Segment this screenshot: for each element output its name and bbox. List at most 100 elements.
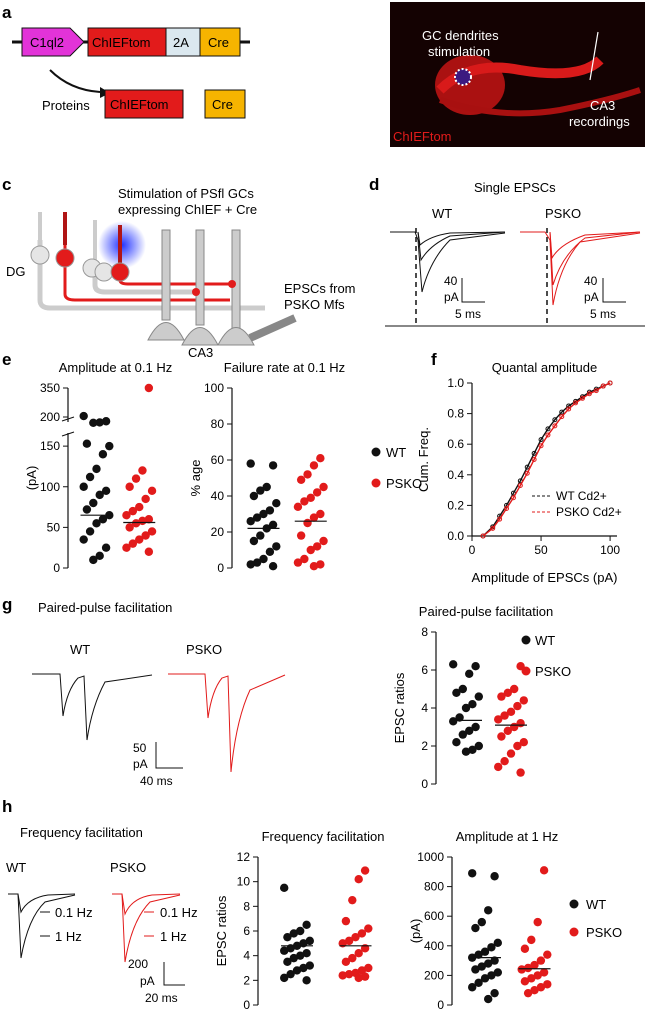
quantal-point-1	[510, 495, 516, 501]
quantal-point-0	[531, 450, 537, 456]
amp01-point-psko	[138, 466, 147, 475]
freqfac-point-psko	[341, 916, 351, 926]
freqfac-point-wt	[299, 963, 308, 973]
stimulation-site-icon	[454, 68, 472, 86]
psko-trace-3	[549, 231, 641, 260]
amp1hz-point-psko	[539, 968, 549, 977]
failure-point-wt	[268, 562, 278, 571]
gene-box	[87, 27, 167, 57]
ca3-band	[439, 87, 641, 117]
amp1hz-point-wt	[484, 994, 493, 1004]
psko-trace-1	[520, 231, 641, 306]
amp1hz-point-wt	[484, 906, 493, 915]
amp01-title: Amplitude at 0.1 Hz	[59, 360, 172, 375]
ppf-ytick-label: 6	[421, 663, 428, 677]
amp01-point-psko	[128, 506, 138, 516]
quantal-point-1	[531, 457, 537, 462]
amp01-point-wt	[79, 535, 88, 544]
failure-point-wt	[249, 491, 259, 501]
freq-scalebar-y: 200	[128, 957, 148, 971]
rec-label-line2: recordings	[569, 114, 630, 129]
freqfac-point-psko	[338, 971, 347, 980]
freqfac-point-wt	[296, 951, 305, 960]
ppf-point-wt	[458, 684, 467, 694]
failure-point-wt	[272, 499, 281, 508]
freqfac-point-wt	[305, 936, 314, 946]
ppf-point-psko	[506, 749, 516, 758]
freqfac-point-psko	[344, 936, 354, 946]
quantal-point-1	[538, 443, 544, 449]
scalebar-wt-x: 5 ms	[455, 307, 481, 321]
amp1hz-point-psko	[530, 986, 539, 995]
amp1hz-point-psko	[530, 960, 539, 970]
quantal-point-1	[504, 505, 510, 511]
ca3-apical-dendrite-3	[231, 229, 241, 331]
freq-label-1hz-wt: 1 Hz	[55, 929, 82, 944]
panel-d-traces: Single EPSCs WT PSKO 40 pA 5 ms 40 pA 5 …	[385, 180, 645, 327]
quantal-ytick-label: 0.2	[447, 498, 464, 512]
wt-trace-2	[417, 231, 506, 262]
amp01-point-wt	[95, 418, 104, 427]
amp1hz-point-wt	[471, 965, 480, 974]
amp01-point-psko	[144, 547, 154, 556]
amp01-point-wt	[98, 450, 108, 459]
ppf-point-psko	[510, 684, 519, 694]
ppf-point-psko	[513, 701, 522, 711]
quantal-point-1	[579, 395, 585, 401]
protein1-box	[104, 89, 184, 119]
amp1hz-point-psko	[536, 956, 546, 965]
ppf-point-wt	[468, 700, 477, 709]
amp01-point-wt	[79, 411, 88, 421]
freqfac-ytick-label: 4	[243, 949, 250, 963]
freq-trace-label-psko: PSKO	[110, 860, 146, 875]
amp1hz-point-wt	[490, 956, 499, 965]
freqfac-point-psko	[348, 953, 357, 963]
ppf-point-psko	[497, 692, 506, 701]
amp1hz-point-psko	[533, 971, 542, 980]
proteins-label: Proteins	[42, 98, 90, 113]
quantal-point-1	[524, 470, 530, 476]
failure-point-wt	[259, 554, 268, 564]
mf-bouton-red-2	[228, 280, 236, 288]
amp1hz-ytick-label: 0	[437, 998, 444, 1012]
freq-traces-title: Frequency facilitation	[20, 825, 143, 840]
amp01-ylabel: (pA)	[24, 466, 39, 491]
amp01-point-psko	[125, 523, 134, 532]
failure-point-psko	[306, 493, 315, 502]
freqfac-point-psko	[354, 875, 363, 884]
failure-point-psko	[309, 562, 319, 571]
axon-grey	[37, 240, 265, 311]
amp01-point-psko	[147, 527, 157, 536]
panel-a-construct: C1ql2 ChIEFtom 2A Cre Proteins ChIEFtom …	[12, 27, 250, 119]
amp01-point-psko	[122, 543, 131, 552]
panel-letter-h: h	[2, 797, 12, 816]
quantal-ytick-label: 0.6	[447, 437, 464, 451]
failure-point-psko	[296, 531, 306, 540]
legend-g-wt: WT	[535, 633, 555, 648]
quantal-point-1	[545, 432, 551, 438]
scalebar-wt	[461, 278, 485, 303]
chart-ppf-ratios: Paired-pulse facilitation EPSC ratios 0 2 4 6…	[392, 604, 553, 791]
failure-point-wt	[265, 547, 275, 556]
failure-point-wt	[268, 461, 278, 470]
legend-e: WT PSKO	[371, 445, 422, 491]
ppf-point-wt	[461, 747, 471, 756]
ppf-point-psko	[503, 688, 512, 697]
legend-g-wt-marker	[521, 635, 531, 645]
chart-amplitude-1hz: Amplitude at 1 Hz (pA) 0 200 400 600 800 1000	[408, 829, 558, 1012]
quantal-point-1	[552, 423, 558, 429]
wt-trace-1	[390, 231, 506, 293]
ppf-point-wt	[452, 688, 461, 697]
amp1hz-point-wt	[493, 968, 502, 977]
recording-pipette-icon	[589, 31, 599, 81]
amp1hz-point-wt	[474, 950, 483, 959]
ppf-point-psko	[497, 732, 506, 741]
panel-g-traces: Paired-pulse facilitation WT PSKO 50 pA …	[32, 600, 286, 788]
amp1hz-point-wt	[477, 962, 486, 971]
failure-point-psko	[300, 554, 309, 564]
freqfac-point-psko	[354, 949, 363, 958]
amp01-point-wt	[101, 417, 111, 426]
epsc-label-line1: EPSCs from	[284, 281, 356, 296]
amp1hz-point-wt	[480, 947, 490, 956]
freqfac-ytick-label: 10	[237, 875, 251, 889]
